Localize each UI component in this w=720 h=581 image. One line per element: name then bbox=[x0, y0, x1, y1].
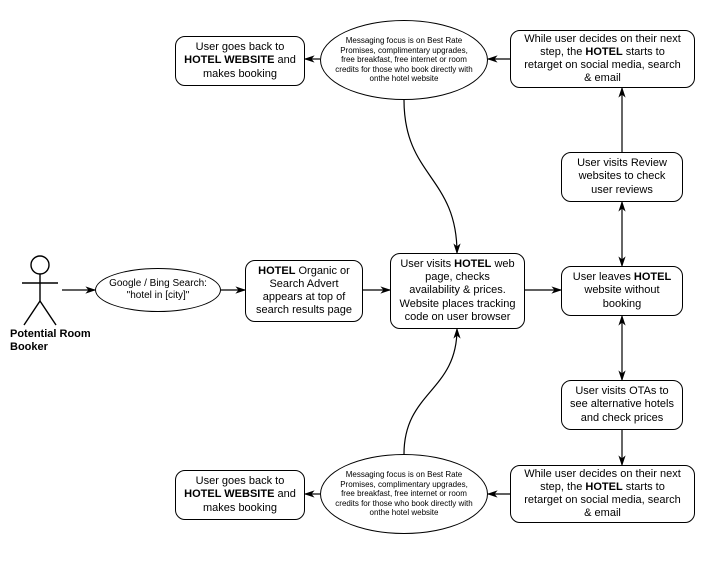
edge bbox=[404, 100, 457, 253]
node-search: Google / Bing Search:"hotel in [city]" bbox=[95, 268, 221, 312]
actor-label: Potential RoomBooker bbox=[10, 328, 100, 353]
edge bbox=[404, 329, 457, 454]
actor-potential-room-booker bbox=[18, 255, 62, 327]
node-leaves: User leaves HOTELwebsite withoutbooking bbox=[561, 266, 683, 316]
node-retarget_bottom: While user decides on their nextstep, th… bbox=[510, 465, 695, 523]
node-msg_bottom: Messaging focus is on Best RatePromises,… bbox=[320, 454, 488, 534]
node-retarget_top: While user decides on their nextstep, th… bbox=[510, 30, 695, 88]
node-back_top: User goes back toHOTEL WEBSITE andmakes … bbox=[175, 36, 305, 86]
node-otas: User visits OTAs tosee alternative hotel… bbox=[561, 380, 683, 430]
node-back_bottom: User goes back toHOTEL WEBSITE andmakes … bbox=[175, 470, 305, 520]
node-advert: HOTEL Organic orSearch Advertappears at … bbox=[245, 260, 363, 322]
node-msg_top: Messaging focus is on Best RatePromises,… bbox=[320, 20, 488, 100]
node-reviews: User visits Reviewwebsites to checkuser … bbox=[561, 152, 683, 202]
node-visits: User visits HOTEL webpage, checksavailab… bbox=[390, 253, 525, 329]
